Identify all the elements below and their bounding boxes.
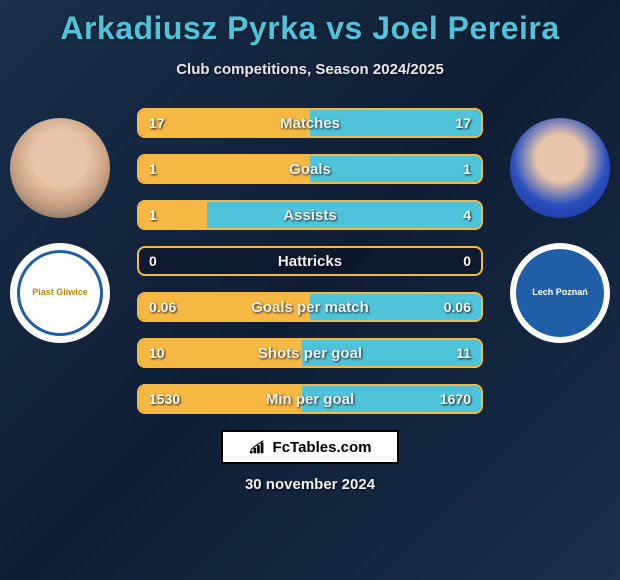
brand-logo-icon [249, 439, 267, 455]
stat-label: Shots per goal [258, 345, 362, 362]
stat-row: 1 4 Assists [137, 200, 483, 230]
stat-value-right: 4 [463, 207, 471, 223]
stat-value-left: 0.06 [149, 299, 176, 315]
stat-value-right: 0 [463, 253, 471, 269]
club-right-label: Lech Poznań [532, 288, 588, 298]
stat-label: Assists [283, 207, 336, 224]
stat-fill-right [310, 156, 481, 182]
stat-row: 1 1 Goals [137, 154, 483, 184]
stat-value-right: 17 [455, 115, 471, 131]
stat-row: 1530 1670 Min per goal [137, 384, 483, 414]
stat-label: Matches [280, 115, 340, 132]
stat-fill-left [139, 156, 310, 182]
club-left-badge: Piast Gliwice [10, 243, 110, 343]
comparison-title: Arkadiusz Pyrka vs Joel Pereira [0, 0, 620, 47]
club-left-label: Piast Gliwice [32, 288, 88, 298]
stat-value-left: 1530 [149, 391, 180, 407]
stat-value-left: 0 [149, 253, 157, 269]
stat-value-left: 1 [149, 207, 157, 223]
stat-label: Goals [289, 161, 331, 178]
stat-value-right: 11 [456, 345, 471, 361]
brand-text: FcTables.com [273, 439, 372, 456]
stat-label: Min per goal [266, 391, 354, 408]
stat-row: 0 0 Hattricks [137, 246, 483, 276]
stat-value-right: 1 [463, 161, 471, 177]
stat-label: Goals per match [251, 299, 369, 316]
player-left-avatar [10, 118, 110, 218]
stat-row: 0.06 0.06 Goals per match [137, 292, 483, 322]
comparison-subtitle: Club competitions, Season 2024/2025 [0, 61, 620, 78]
stat-fill-right [207, 202, 481, 228]
stat-value-left: 10 [149, 345, 165, 361]
brand-badge: FcTables.com [221, 430, 399, 464]
stat-row: 10 11 Shots per goal [137, 338, 483, 368]
stat-value-right: 0.06 [444, 299, 471, 315]
comparison-panel: Piast Gliwice Lech Poznań 1717Matches11G… [0, 108, 620, 414]
stat-value-left: 1 [149, 161, 157, 177]
stat-row: 17 17 Matches [137, 108, 483, 138]
comparison-date: 30 november 2024 [0, 476, 620, 493]
player-right-avatar [510, 118, 610, 218]
stat-value-right: 1670 [440, 391, 471, 407]
stats-list: 1717Matches11Goals14Assists00Hattricks0.… [137, 108, 483, 414]
stat-value-left: 17 [149, 115, 165, 131]
stat-label: Hattricks [278, 253, 342, 270]
club-right-badge: Lech Poznań [510, 243, 610, 343]
